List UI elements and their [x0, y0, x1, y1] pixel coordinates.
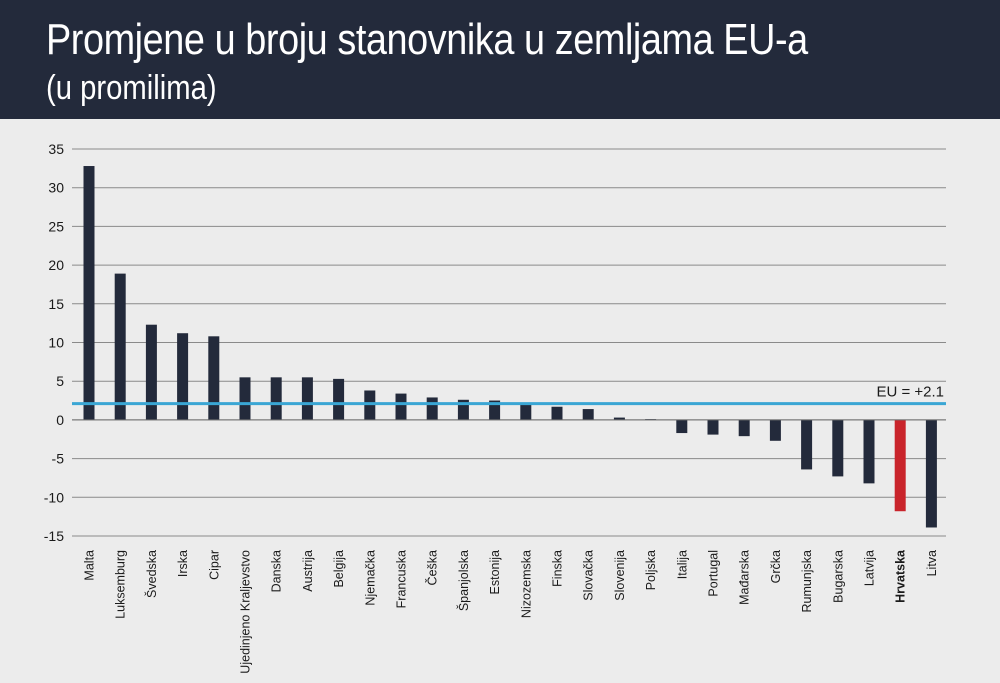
bar	[333, 378, 345, 420]
y-tick-label: 5	[56, 373, 64, 389]
x-category-label: Poljska	[644, 550, 658, 590]
bar	[925, 419, 937, 528]
x-category-label: Bugarska	[831, 550, 845, 603]
x-category-label: Francuska	[395, 550, 409, 608]
bar	[551, 406, 563, 420]
x-category-label: Španjolska	[456, 550, 471, 611]
bar	[114, 273, 126, 420]
x-category-label: Cipar	[207, 550, 221, 580]
bar	[145, 324, 157, 420]
bar	[457, 399, 469, 420]
x-category-label: Rumunjska	[800, 550, 814, 613]
bar	[270, 377, 282, 420]
bar	[177, 333, 189, 420]
x-category-label: Grčka	[769, 550, 783, 583]
bar	[364, 390, 376, 420]
x-category-label: Belgija	[332, 550, 346, 588]
y-tick-label: 35	[48, 141, 64, 157]
bar	[208, 336, 220, 420]
y-tick-label: 30	[48, 180, 64, 196]
chart-title: Promjene u broju stanovnika u zemljama E…	[46, 15, 808, 64]
chart-subtitle: (u promilima)	[46, 69, 217, 107]
y-tick-label: 10	[48, 335, 64, 351]
bar	[83, 166, 95, 420]
chart-header: Promjene u broju stanovnika u zemljama E…	[0, 0, 1000, 119]
bar-chart: 35 30 25 20 15 10 5 0 -5 -10 -15 Malta Luksemburg Šve…	[44, 141, 946, 674]
bar	[520, 402, 532, 420]
y-tick-label: 15	[48, 296, 64, 312]
x-category-label: Nizozemska	[519, 550, 533, 618]
bar	[613, 417, 625, 420]
x-category-label: Hrvatska	[894, 549, 908, 603]
bar	[832, 419, 844, 477]
bar	[769, 419, 781, 441]
x-category-label: Švedska	[144, 550, 159, 598]
bar	[489, 400, 501, 420]
y-tick-label: -10	[44, 489, 64, 505]
x-category-label: Irska	[176, 550, 190, 577]
bar	[863, 419, 875, 484]
bar	[582, 409, 594, 420]
bar	[738, 419, 750, 437]
bar	[426, 397, 438, 420]
y-tick-label: 20	[48, 257, 64, 273]
x-category-label: Ujedinjeno Kraljevstvo	[239, 550, 253, 674]
x-category-label: Mađarska	[738, 550, 752, 605]
x-category-label: Italija	[675, 550, 689, 579]
x-category-label: Portugal	[707, 550, 721, 597]
y-tick-label: 0	[56, 412, 64, 428]
x-category-label: Njemačka	[363, 550, 377, 606]
x-category-label: Slovačka	[582, 550, 596, 601]
x-category-label: Estonija	[488, 550, 502, 595]
bar	[239, 377, 251, 420]
y-tick-label: -15	[44, 528, 64, 544]
x-category-label: Češka	[425, 550, 440, 585]
x-category-label: Litva	[925, 550, 939, 576]
bar	[301, 377, 313, 420]
y-tick-label: -5	[52, 451, 65, 467]
bar	[676, 419, 688, 434]
x-category-label: Malta	[83, 550, 97, 581]
bar	[707, 419, 719, 435]
x-category-label: Latvija	[863, 550, 877, 586]
bar	[395, 393, 407, 420]
bar	[801, 419, 813, 470]
x-category-label: Luksemburg	[114, 550, 128, 619]
x-category-label: Austrija	[301, 550, 315, 592]
x-category-label: Slovenija	[613, 550, 627, 601]
eu-average-label: EU = +2.1	[876, 384, 944, 401]
plot-area: 35 30 25 20 15 10 5 0 -5 -10 -15 Malta Luksemburg Šve…	[0, 119, 1000, 683]
x-category-label: Danska	[270, 550, 284, 592]
x-category-label: Finska	[551, 550, 565, 587]
bar-highlighted	[894, 419, 906, 512]
y-tick-label: 25	[48, 218, 64, 234]
